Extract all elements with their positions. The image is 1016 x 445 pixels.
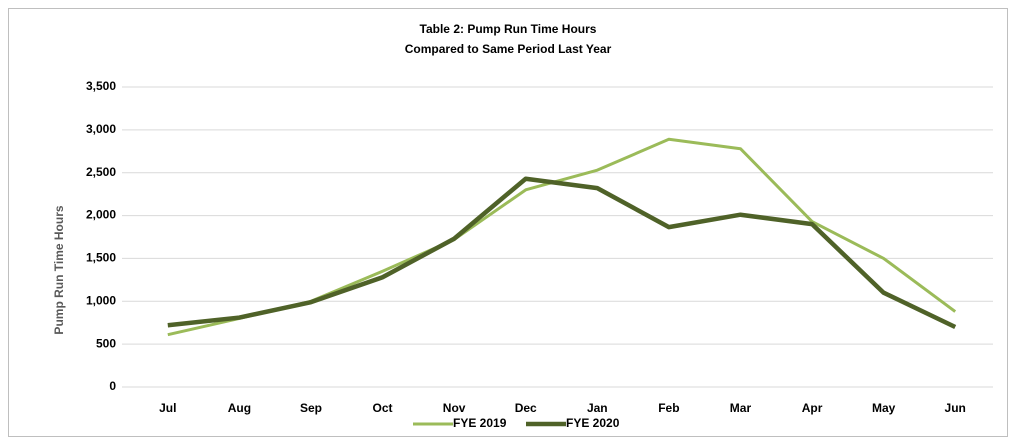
y-tick-label: 3,000: [86, 122, 116, 136]
y-tick-label: 500: [96, 336, 116, 350]
x-tick-label: Oct: [373, 401, 393, 415]
x-tick-label: Jan: [587, 401, 608, 415]
legend-label: FYE 2019: [453, 416, 507, 430]
x-tick-label: Jun: [945, 401, 966, 415]
chart-frame: [8, 8, 1008, 437]
x-tick-label: Feb: [658, 401, 679, 415]
x-tick-label: Nov: [443, 401, 466, 415]
series-line: [167, 176, 957, 330]
x-tick-label: May: [872, 401, 896, 415]
x-tick-label: Jul: [159, 401, 176, 415]
y-tick-label: 3,500: [86, 79, 116, 93]
y-axis-label: Pump Run Time Hours: [52, 205, 66, 334]
y-tick-label: 2,500: [86, 165, 116, 179]
y-tick-label: 0: [109, 379, 116, 393]
x-tick-label: Sep: [300, 401, 322, 415]
x-tick-label: Mar: [730, 401, 752, 415]
y-tick-label: 1,000: [86, 293, 116, 307]
legend-label: FYE 2020: [566, 416, 620, 430]
y-tick-label: 2,000: [86, 208, 116, 222]
chart-title: Table 2: Pump Run Time Hours: [420, 22, 597, 36]
y-tick-label: 1,500: [86, 251, 116, 265]
x-tick-label: Aug: [228, 401, 251, 415]
x-tick-label: Apr: [802, 401, 823, 415]
x-tick-label: Dec: [515, 401, 537, 415]
chart-subtitle: Compared to Same Period Last Year: [405, 42, 612, 56]
